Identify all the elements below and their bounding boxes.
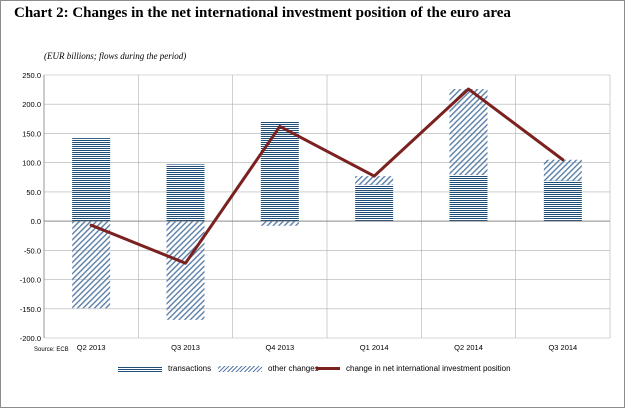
- x-tick-label: Q3 2013: [171, 343, 200, 352]
- legend-label-niip-change: change in net international investment p…: [346, 364, 511, 373]
- bar-transactions: [166, 164, 205, 222]
- chart-title: Chart 2: Changes in the net internationa…: [14, 5, 511, 21]
- bar-transactions: [260, 121, 299, 222]
- x-tick-label: Q4 2013: [265, 343, 294, 352]
- y-tick-label: -50.0: [24, 246, 41, 255]
- y-tick-label: 50.0: [26, 188, 41, 197]
- x-tick-label: Q1 2014: [360, 343, 389, 352]
- grid-lines: [43, 74, 611, 339]
- bar-other-changes: [449, 89, 488, 175]
- legend-swatch-transactions: [118, 365, 162, 372]
- source-note: Source: ECB: [34, 347, 69, 353]
- x-axis-ticks: Q2 2013 Q3 2013 Q4 2013 Q1 2014 Q2 2014 Q3 20…: [77, 343, 577, 352]
- legend: transactions other changes change in net…: [0, 364, 625, 378]
- x-tick-label: Q3 2014: [548, 343, 577, 352]
- bars: [72, 89, 582, 320]
- bar-transactions: [355, 184, 394, 222]
- bar-transactions: [543, 180, 582, 222]
- series-line-niip-change: [89, 87, 565, 265]
- legend-item-other-changes: other changes: [218, 364, 319, 373]
- bar-other-changes: [543, 159, 582, 181]
- y-tick-label: 250.0: [22, 71, 41, 80]
- y-tick-label: 0.0: [31, 217, 41, 226]
- legend-item-transactions: transactions: [118, 364, 211, 373]
- y-tick-label: 200.0: [22, 100, 41, 109]
- bar-other-changes: [260, 221, 299, 226]
- legend-label-other-changes: other changes: [268, 364, 319, 373]
- legend-swatch-niip-change: [316, 367, 340, 370]
- legend-label-transactions: transactions: [168, 364, 212, 373]
- chart-subtitle: (EUR billions; flows during the period): [44, 51, 187, 61]
- bar-other-changes: [355, 176, 394, 185]
- y-tick-label: 100.0: [22, 159, 41, 168]
- y-tick-label: -100.0: [20, 276, 41, 285]
- bar-other-changes: [166, 221, 205, 320]
- legend-swatch-other-changes: [218, 365, 262, 372]
- bar-transactions: [72, 138, 111, 222]
- y-tick-label: -150.0: [20, 305, 41, 314]
- y-tick-label: -200.0: [20, 334, 41, 343]
- legend-item-niip-change: change in net international investment p…: [316, 364, 511, 373]
- bar-transactions: [449, 174, 488, 222]
- x-tick-label: Q2 2013: [77, 343, 106, 352]
- series-line: [89, 87, 565, 265]
- y-axis-ticks: 250.0 200.0 150.0 100.0 50.0 0.0 -50.0 -100.0 -1…: [20, 71, 41, 343]
- y-tick-label: 150.0: [22, 129, 41, 138]
- bar-other-changes: [72, 221, 111, 309]
- x-tick-label: Q2 2014: [454, 343, 483, 352]
